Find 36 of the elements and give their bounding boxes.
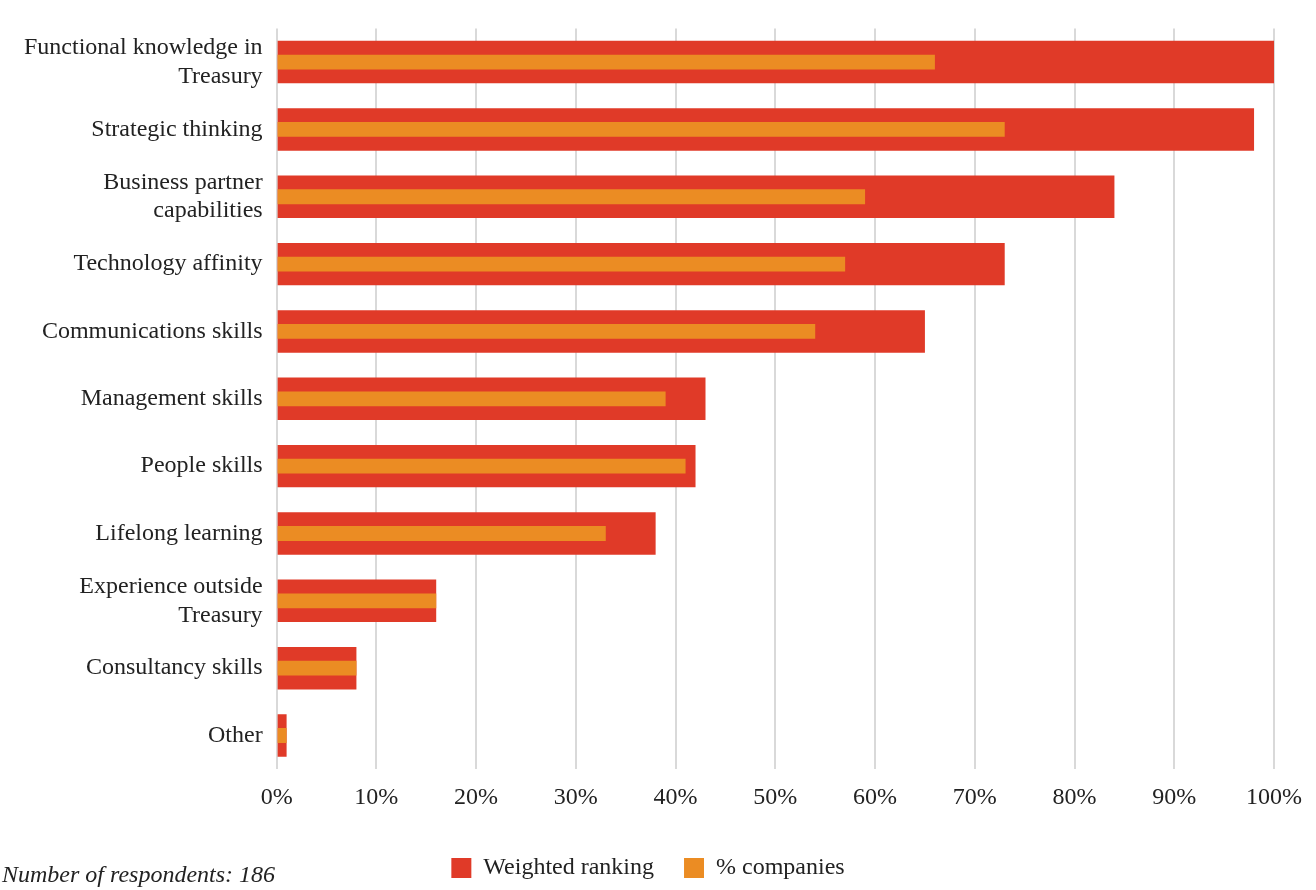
bar xyxy=(277,189,866,205)
y-tick-label: Technology affinity xyxy=(73,249,263,276)
x-tick-label: 100% xyxy=(1246,782,1302,809)
x-tick-label: 40% xyxy=(653,782,698,809)
y-tick-label: Business partner capabilities xyxy=(103,167,263,223)
bar xyxy=(277,391,666,407)
y-tick-label: Experience outside Treasury xyxy=(79,571,263,627)
bar xyxy=(277,593,437,609)
x-tick-label: 30% xyxy=(553,782,598,809)
x-tick-label: 10% xyxy=(354,782,399,809)
y-tick-label: Communications skills xyxy=(41,316,263,343)
bar xyxy=(277,728,287,743)
x-tick-label: 70% xyxy=(952,782,997,809)
x-tick-label: 80% xyxy=(1052,782,1097,809)
text: Number of respondents: 186 xyxy=(2,861,276,888)
y-tick-label: Management skills xyxy=(80,384,263,411)
y-tick-label: People skills xyxy=(140,451,263,478)
x-tick-label: 60% xyxy=(853,782,898,809)
x-tick-label: 50% xyxy=(753,782,798,809)
bar xyxy=(277,324,816,339)
legend-label: % companies xyxy=(716,853,845,880)
y-tick-label: Other xyxy=(207,720,263,747)
x-tick-label: 0% xyxy=(260,782,293,809)
y-tick-label: Strategic thinking xyxy=(91,114,263,141)
bar xyxy=(277,526,606,541)
bar xyxy=(277,54,935,70)
y-tick-label: Consultancy skills xyxy=(85,653,263,680)
legend-label: Weighted ranking xyxy=(483,853,655,880)
y-tick-label: Functional knowledge in Treasury xyxy=(23,32,263,88)
bar xyxy=(277,256,846,272)
x-tick-label: 20% xyxy=(454,782,499,809)
bar xyxy=(277,458,686,474)
bar xyxy=(277,122,1005,137)
bar xyxy=(277,660,357,676)
y-tick-label: Lifelong learning xyxy=(95,518,263,545)
x-tick-label: 90% xyxy=(1152,782,1197,809)
